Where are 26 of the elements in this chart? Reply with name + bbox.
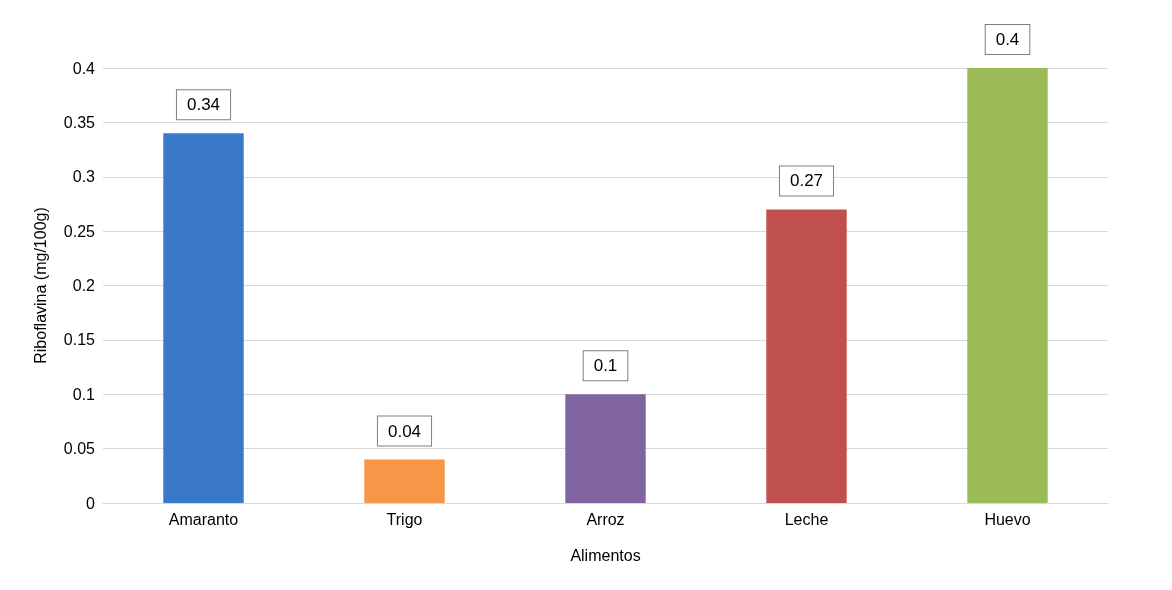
y-tick-label: 0.25 (63, 222, 96, 240)
y-tick-label: 0.2 (72, 277, 96, 294)
x-tick-label: Amaranto (168, 510, 239, 528)
y-tick-label: 0.35 (63, 113, 96, 131)
data-label: 0.1 (593, 356, 618, 376)
y-tick-label: 0.3 (72, 168, 96, 186)
y-tick-label: 0.4 (72, 59, 96, 77)
bar (565, 394, 646, 503)
bar (967, 68, 1048, 503)
y-tick-label: 0.1 (72, 385, 96, 403)
y-tick-label: 0 (86, 494, 96, 512)
x-axis-title: Alimentos (570, 546, 641, 564)
data-label: 0.4 (995, 30, 1020, 49)
x-tick-label: Trigo (386, 510, 423, 528)
y-tick-label: 0.15 (63, 331, 96, 349)
y-axis-title: Riboflavina (mg/100g) (31, 207, 49, 364)
bar (364, 459, 445, 503)
data-label: 0.04 (387, 421, 422, 441)
y-tick-label: 0.05 (63, 440, 96, 458)
x-tick-label: Huevo (984, 510, 1031, 528)
x-tick-label: Leche (784, 510, 829, 528)
bar (766, 209, 847, 503)
x-tick-label: Arroz (586, 510, 625, 528)
data-label: 0.27 (789, 171, 824, 191)
data-label: 0.34 (186, 95, 221, 115)
bar (163, 133, 244, 503)
